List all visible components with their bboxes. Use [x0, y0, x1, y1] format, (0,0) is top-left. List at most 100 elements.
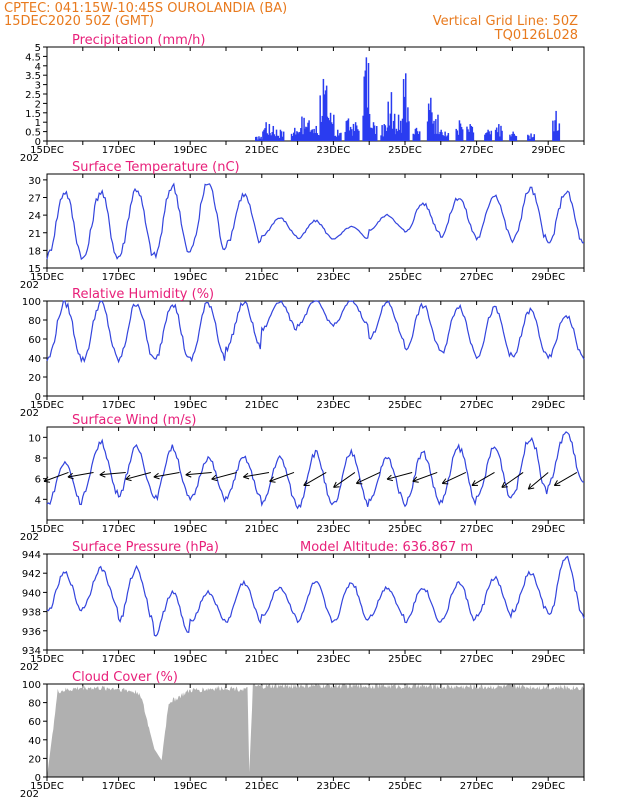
precip-bar — [489, 134, 491, 141]
x-tick-label: 19DEC — [173, 272, 207, 283]
precip-bar — [265, 122, 267, 141]
wind-vector-head — [67, 472, 73, 478]
precip-bar — [374, 133, 377, 141]
precip-bar — [279, 129, 282, 141]
precip-bar — [346, 120, 349, 141]
precip-bar — [313, 128, 315, 141]
precip-bar — [447, 133, 450, 141]
precip-bar — [344, 131, 346, 141]
y-tick-label: 2 — [35, 99, 41, 110]
precip-bar — [257, 139, 259, 141]
precip-bar — [391, 128, 394, 141]
precip-bar — [460, 126, 463, 141]
precip-bar — [456, 130, 459, 141]
x-tick-label: 23DEC — [317, 654, 351, 665]
precip-bar — [325, 85, 328, 141]
precip-bar — [350, 129, 353, 141]
precip-bar — [383, 124, 386, 141]
precip-bar — [445, 136, 447, 141]
y-tick-label: 4 — [35, 62, 41, 73]
wind-vector-head — [269, 480, 276, 483]
precip-bar — [321, 115, 324, 141]
precip-bar — [358, 130, 360, 141]
header-grid-line: Vertical Grid Line: 50Z — [433, 14, 578, 29]
panel-frame — [46, 553, 585, 651]
precip-bar — [415, 127, 418, 141]
precip-bar — [314, 133, 316, 141]
precip-bar — [485, 133, 487, 141]
wind-vector — [269, 471, 295, 482]
x-tick-label: 17DEC — [102, 654, 136, 665]
panel-0: Precipitation (mm/h) 00.511.522.533.544.5… — [20, 33, 585, 164]
wind-vector-head — [527, 483, 531, 490]
precip-bar — [470, 125, 473, 141]
precip-bar — [401, 118, 404, 141]
y-tick-label: 934 — [22, 646, 41, 657]
x-tick-label: 17DEC — [102, 524, 136, 535]
wind-vector-head — [125, 478, 132, 482]
x-tick-label: 29DEC — [531, 272, 565, 283]
precip-bar — [259, 138, 261, 141]
wind-vector-head — [386, 474, 392, 480]
precip-bar — [498, 124, 500, 141]
wind-vector — [43, 471, 69, 482]
wind-vector — [471, 472, 495, 486]
wind-vector-head — [211, 478, 218, 482]
y-tick-label: 80 — [28, 699, 41, 710]
precip-bar — [389, 113, 392, 141]
x-tick-label: 29DEC — [531, 781, 565, 792]
panel-frame-overlay — [46, 683, 585, 778]
precip-bar — [558, 123, 561, 141]
precip-bar — [364, 70, 367, 141]
wind-vector-head — [185, 474, 192, 478]
precip-bar — [513, 133, 515, 141]
precip-bar — [414, 128, 417, 141]
x-tick-label: 17DEC — [102, 781, 136, 792]
precip-bar — [443, 136, 445, 141]
y-tick-label: 942 — [22, 569, 41, 580]
precip-bar — [301, 116, 303, 141]
precip-bar — [275, 129, 278, 141]
precip-bar — [385, 131, 388, 141]
precip-bar — [307, 122, 309, 141]
header-date: 15DEC2020 50Z (GMT) — [4, 14, 154, 29]
precip-bar — [441, 132, 443, 141]
x-tick-label: 21DEC — [245, 524, 279, 535]
precip-bar — [501, 130, 503, 141]
y-tick-label: 0 — [35, 137, 41, 148]
x-tick-label: 21DEC — [245, 145, 279, 156]
x-year-label: 202 — [20, 532, 39, 543]
panel-4: Surface Pressure (hPa) Model Altitude: 63… — [20, 540, 585, 673]
precip-bar — [405, 73, 407, 141]
wind-vector-head — [185, 470, 192, 476]
y-tick-label: 100 — [22, 680, 41, 691]
precip-bar — [370, 127, 373, 141]
precip-bar — [352, 123, 355, 141]
precip-bar — [305, 126, 307, 141]
y-tick-label: 0.5 — [25, 128, 41, 139]
precip-bar — [347, 118, 350, 141]
precip-bar — [412, 133, 415, 141]
precip-bar — [357, 129, 359, 141]
y-tick-label: 4 — [35, 495, 41, 506]
wind-vector-head — [333, 481, 337, 488]
precip-bar — [272, 125, 275, 141]
precip-bar — [490, 130, 493, 141]
x-tick-label: 17DEC — [102, 145, 136, 156]
x-tick-label: 25DEC — [388, 654, 422, 665]
precip-bar — [393, 113, 396, 141]
x-tick-label: 21DEC — [245, 654, 279, 665]
precip-bar — [403, 96, 406, 141]
precip-bar — [499, 136, 501, 141]
precip-bar — [263, 129, 265, 141]
wind-vector-head — [501, 481, 505, 488]
precip-bar — [334, 135, 337, 141]
x-tick-label: 19DEC — [173, 145, 207, 156]
precip-bar — [371, 128, 374, 141]
precip-bar — [273, 134, 276, 141]
precip-bar — [269, 133, 271, 141]
wind-vector-head — [553, 480, 558, 486]
wind-vector-head — [412, 480, 419, 483]
precip-bar — [446, 135, 449, 141]
